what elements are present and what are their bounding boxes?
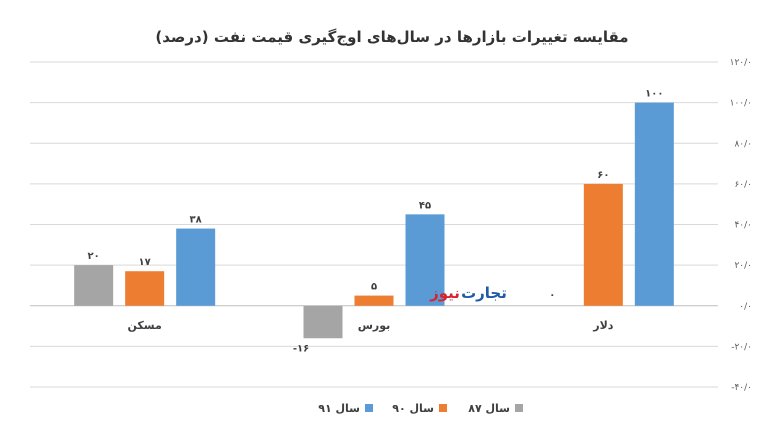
watermark-part2: تجارت — [461, 284, 507, 302]
legend-label: سال ۹۰ — [392, 402, 434, 415]
data-labels: ۲۰ ۱۷ ۳۸ -۱۶ ۵ ۴۵ ۰ ۶۰ ۱۰۰ — [88, 89, 664, 355]
data-label: ۱۷ — [139, 257, 151, 268]
legend-swatch — [439, 404, 447, 412]
bar — [634, 102, 674, 306]
y-tick-label: ۲۰/۰ — [734, 261, 752, 271]
bar — [303, 305, 343, 339]
y-tick-label: -۲۰/۰ — [731, 342, 752, 352]
data-label: ۶۰ — [597, 170, 609, 181]
y-tick-label: ۸۰/۰ — [734, 139, 752, 149]
data-label: ۳۸ — [190, 215, 202, 226]
legend-swatch — [515, 404, 523, 412]
bar — [125, 271, 165, 306]
y-tick-label: ۴۰/۰ — [734, 221, 752, 231]
data-label: ۵ — [371, 282, 377, 293]
y-tick-label: ۱۲۰/۰ — [730, 58, 752, 68]
y-tick-label: ۶۰/۰ — [734, 180, 752, 190]
category-label: بورس — [358, 319, 391, 332]
data-label: ۱۰۰ — [645, 89, 663, 100]
bar — [354, 295, 394, 306]
bar — [405, 214, 445, 306]
watermark-part1: نیوز — [429, 284, 460, 302]
legend-swatch — [365, 404, 373, 412]
bar — [176, 228, 216, 306]
category-label: دلار — [592, 319, 614, 332]
data-label: ۲۰ — [88, 251, 100, 262]
y-axis-tick-labels: -۴۰/۰ -۲۰/۰ ۰/۰ ۲۰/۰ ۴۰/۰ ۶۰/۰ ۸۰/۰ ۱۰۰/۰ ۱۲۰/۰ — [730, 58, 752, 393]
data-label: ۴۵ — [419, 200, 431, 211]
data-label: ۰ — [549, 290, 555, 301]
y-tick-label: -۴۰/۰ — [731, 383, 752, 393]
legend-label: سال ۹۱ — [318, 402, 360, 415]
data-label: -۱۶ — [293, 343, 309, 354]
bar — [74, 265, 114, 306]
watermark-logo: نیوز تجارت — [429, 284, 507, 302]
chart-title: مقایسه تغییرات بازارها در سال‌های اوج‌گی… — [155, 28, 628, 46]
y-tick-label: ۱۰۰/۰ — [730, 99, 752, 109]
category-labels: مسکن بورس دلار — [128, 319, 614, 332]
legend-item: سال ۹۱ — [318, 402, 373, 415]
bars — [74, 102, 674, 339]
legend-item: سال ۸۷ — [468, 402, 523, 415]
legend-item: سال ۹۰ — [392, 402, 447, 415]
legend-label: سال ۸۷ — [468, 402, 510, 415]
category-label: مسکن — [128, 319, 162, 332]
legend: سال ۸۷ سال ۹۰ سال ۹۱ — [318, 402, 523, 415]
y-tick-label: ۰/۰ — [739, 302, 752, 312]
bar — [583, 183, 623, 306]
